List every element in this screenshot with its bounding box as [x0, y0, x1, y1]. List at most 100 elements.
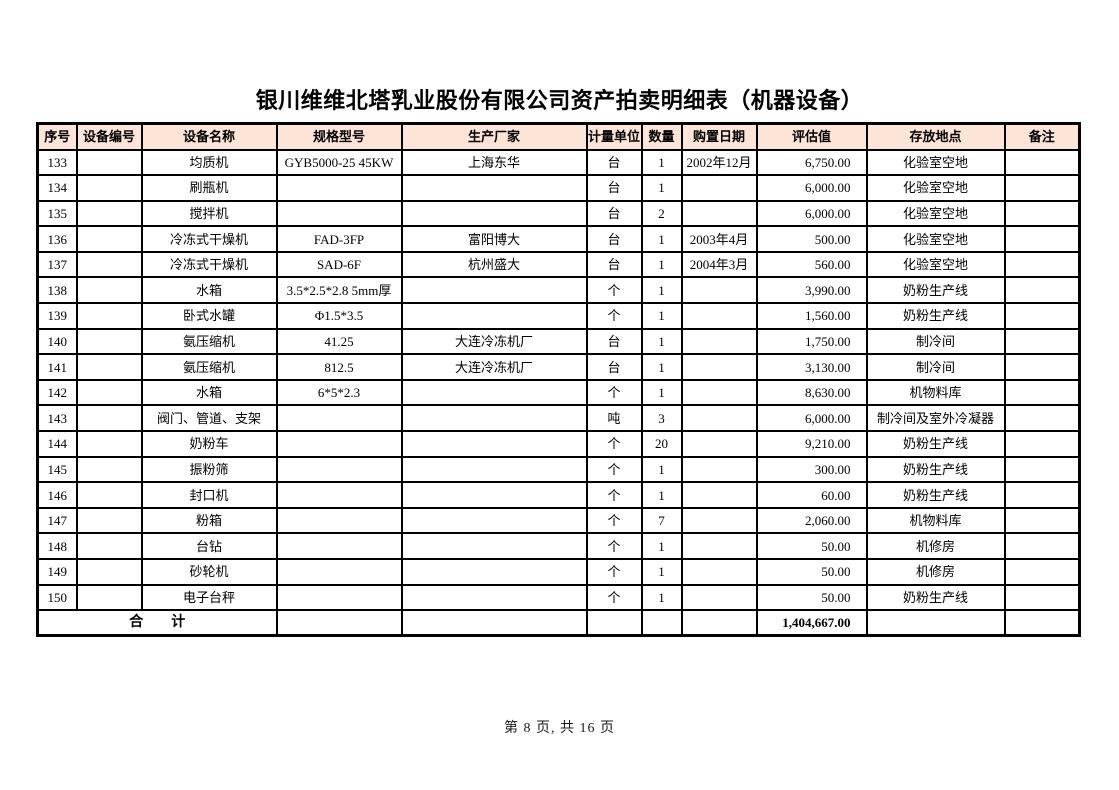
column-header-assessed-value: 评估值 — [755, 122, 868, 151]
table-cell — [75, 148, 143, 177]
table-cell: 奶粉生产线 — [865, 430, 1006, 458]
table-cell — [680, 378, 758, 407]
table-cell: 147 — [36, 506, 78, 535]
table-cell — [75, 276, 143, 305]
table-cell — [400, 558, 588, 586]
table-cell: 142 — [36, 378, 78, 407]
table-cell — [1003, 148, 1081, 177]
table-cell — [680, 455, 758, 484]
table-cell: 化验室空地 — [865, 148, 1006, 177]
table-cell: 个 — [585, 481, 643, 509]
table-row: 135 搅拌机 台 2 6,000.00 化验室空地 — [36, 199, 1081, 228]
table-cell: 台 — [585, 225, 643, 253]
table-cell: 1 — [640, 558, 683, 586]
table-cell: 1 — [640, 327, 683, 356]
table-cell — [275, 558, 403, 586]
table-cell: 台 — [585, 250, 643, 279]
table-row: 134 刷瓶机 台 1 6,000.00 化验室空地 — [36, 174, 1081, 202]
table-cell: 137 — [36, 250, 78, 279]
table-cell — [680, 174, 758, 202]
table-cell: 50.00 — [755, 532, 868, 560]
table-cell — [400, 532, 588, 560]
table-cell: 1 — [640, 250, 683, 279]
table-header-row: 序号 设备编号 设备名称 规格型号 生产厂家 计量单位 数量 购置日期 评估值 … — [36, 122, 1081, 151]
table-cell: 7 — [640, 506, 683, 535]
table-cell: 制冷间及室外冷凝器 — [865, 404, 1006, 433]
table-cell: 2002年12月 — [680, 148, 758, 177]
table-cell: 个 — [585, 430, 643, 458]
table-cell — [275, 583, 403, 612]
table-cell: 上海东华 — [400, 148, 588, 177]
table-cell: 1 — [640, 225, 683, 253]
table-cell: 6,000.00 — [755, 404, 868, 433]
table-cell — [1003, 250, 1081, 279]
table-cell: 卧式水罐 — [140, 302, 278, 330]
page-title: 银川维维北塔乳业股份有限公司资产拍卖明细表（机器设备） — [255, 88, 864, 113]
table-cell: SAD-6F — [275, 250, 403, 279]
table-cell: 机修房 — [865, 532, 1006, 560]
table-cell: 冷冻式干燥机 — [140, 250, 278, 279]
table-cell: 台 — [585, 327, 643, 356]
table-cell — [1003, 430, 1081, 458]
column-header-spec-model: 规格型号 — [275, 122, 403, 151]
table-cell — [680, 302, 758, 330]
table-cell: 富阳博大 — [400, 225, 588, 253]
table-cell: 个 — [585, 558, 643, 586]
table-cell: 化验室空地 — [865, 174, 1006, 202]
table-cell: 6*5*2.3 — [275, 378, 403, 407]
column-header-quantity: 数量 — [640, 122, 683, 151]
table-cell: 1 — [640, 148, 683, 177]
table-cell — [1003, 174, 1081, 202]
table-cell — [75, 481, 143, 509]
table-cell: 制冷间 — [865, 353, 1006, 381]
table-cell: 1 — [640, 174, 683, 202]
table-cell — [1003, 404, 1081, 433]
table-cell: 大连冷冻机厂 — [400, 327, 588, 356]
table-cell: 9,210.00 — [755, 430, 868, 458]
table-cell — [275, 481, 403, 509]
table-cell — [1003, 481, 1081, 509]
table-cell: 140 — [36, 327, 78, 356]
table-cell: 奶粉生产线 — [865, 481, 1006, 509]
table-cell — [75, 583, 143, 612]
table-cell — [400, 378, 588, 407]
table-cell — [75, 302, 143, 330]
table-cell: 水箱 — [140, 276, 278, 305]
table-cell — [400, 583, 588, 612]
table-cell: 1 — [640, 302, 683, 330]
table-cell — [1003, 353, 1081, 381]
total-empty-cell — [1003, 609, 1081, 637]
table-cell: 氨压缩机 — [140, 353, 278, 381]
total-empty-cell — [865, 609, 1006, 637]
table-cell — [680, 327, 758, 356]
table-cell: 2,060.00 — [755, 506, 868, 535]
table-cell — [275, 532, 403, 560]
table-cell: 41.25 — [275, 327, 403, 356]
table-cell — [400, 430, 588, 458]
table-cell — [75, 250, 143, 279]
table-cell: 台 — [585, 353, 643, 381]
table-cell: 139 — [36, 302, 78, 330]
table-row: 146 封口机 个 1 60.00 奶粉生产线 — [36, 481, 1081, 509]
table-cell: 135 — [36, 199, 78, 228]
table-cell: 1 — [640, 455, 683, 484]
table-row: 145 振粉筛 个 1 300.00 奶粉生产线 — [36, 455, 1081, 484]
total-label: 合 计 — [36, 609, 278, 637]
table-row: 137 冷冻式干燥机 SAD-6F 杭州盛大台 1 2004年3月 560.00 化验室空地 — [36, 250, 1081, 279]
table-row: 133 均质机 GYB5000-25 45KW 上海东华台 1 2002年12月 6,750… — [36, 148, 1081, 177]
table-cell — [680, 353, 758, 381]
table-cell — [680, 532, 758, 560]
table-cell: 20 — [640, 430, 683, 458]
table-cell — [400, 302, 588, 330]
table-cell: 个 — [585, 276, 643, 305]
table-cell: GYB5000-25 45KW — [275, 148, 403, 177]
table-cell: 3,990.00 — [755, 276, 868, 305]
table-cell — [1003, 327, 1081, 356]
table-cell — [400, 174, 588, 202]
column-header-unit: 计量单位 — [585, 122, 643, 151]
total-empty-cell — [680, 609, 758, 637]
table-cell: 6,000.00 — [755, 199, 868, 228]
table-cell — [680, 404, 758, 433]
table-cell: 1 — [640, 276, 683, 305]
